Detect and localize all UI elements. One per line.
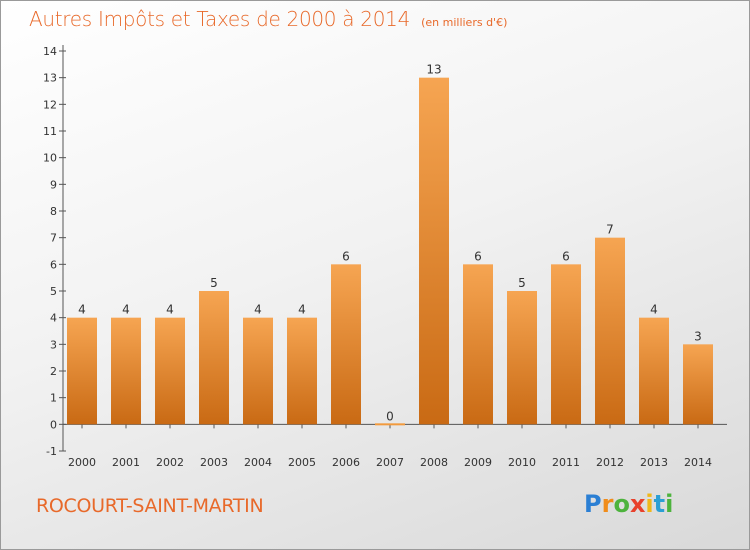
- y-tick-label: 13: [43, 72, 57, 85]
- bar: [639, 317, 669, 425]
- data-label: 7: [606, 223, 614, 237]
- x-tick-label: 2007: [376, 456, 404, 469]
- data-label: 4: [254, 303, 262, 317]
- data-label: 4: [166, 303, 174, 317]
- data-label: 13: [426, 63, 441, 77]
- y-tick-label: 11: [43, 125, 57, 138]
- data-label: 4: [298, 303, 306, 317]
- y-tick-label: 5: [50, 285, 57, 298]
- data-label: 6: [562, 249, 570, 263]
- data-label: 6: [474, 249, 482, 263]
- y-tick-label: 8: [50, 205, 57, 218]
- x-tick-label: 2009: [464, 456, 492, 469]
- y-tick-label: 1: [50, 392, 57, 405]
- bar: [595, 237, 625, 425]
- x-tick-label: 2000: [68, 456, 96, 469]
- data-label: 0: [386, 409, 394, 423]
- logo-letter: i: [665, 490, 674, 518]
- x-tick-label: 2002: [156, 456, 184, 469]
- bar: [331, 264, 361, 425]
- data-label: 4: [122, 303, 130, 317]
- y-tick-label: 6: [50, 258, 57, 271]
- y-tick-label: 14: [43, 45, 57, 58]
- bar: [463, 264, 493, 425]
- bar: [507, 291, 537, 425]
- x-tick-label: 2012: [596, 456, 624, 469]
- y-tick-label: 12: [43, 98, 57, 111]
- bar: [155, 317, 185, 425]
- y-tick-label: 10: [43, 152, 57, 165]
- bar: [683, 344, 713, 425]
- chart-unit: (en milliers d'€): [421, 16, 508, 29]
- bar: [243, 317, 273, 425]
- logo-letter: i: [645, 490, 654, 518]
- x-tick-label: 2013: [640, 456, 668, 469]
- data-label: 4: [78, 303, 86, 317]
- y-tick-label: 2: [50, 365, 57, 378]
- data-label: 6: [342, 249, 350, 263]
- x-tick-label: 2008: [420, 456, 448, 469]
- logo-letter: o: [613, 490, 630, 518]
- logo-letter: P: [584, 490, 602, 518]
- proxiti-logo: Proxiti: [584, 490, 673, 518]
- logo-letter: x: [629, 490, 646, 518]
- logo-letter: r: [601, 490, 614, 518]
- x-tick-label: 2005: [288, 456, 316, 469]
- bar: [111, 317, 141, 425]
- bar: [375, 423, 405, 426]
- y-tick-label: 4: [50, 312, 57, 325]
- x-tick-label: 2006: [332, 456, 360, 469]
- y-tick-label: 0: [50, 418, 57, 431]
- x-tick-label: 2003: [200, 456, 228, 469]
- data-label: 4: [650, 303, 658, 317]
- x-tick-label: 2014: [684, 456, 712, 469]
- x-tick-label: 2004: [244, 456, 272, 469]
- data-label: 5: [518, 276, 526, 290]
- y-tick-label: -1: [46, 445, 57, 458]
- data-label: 5: [210, 276, 218, 290]
- y-tick-label: 3: [50, 338, 57, 351]
- y-tick-label: 7: [50, 232, 57, 245]
- bar: [551, 264, 581, 425]
- x-tick-label: 2010: [508, 456, 536, 469]
- bar: [199, 291, 229, 425]
- commune-name: ROCOURT-SAINT-MARTIN: [36, 495, 264, 517]
- bar: [287, 317, 317, 425]
- bar: [67, 317, 97, 425]
- bar: [419, 77, 449, 425]
- logo-letter: t: [653, 490, 666, 518]
- chart-title-row: Autres Impôts et Taxes de 2000 à 2014 (e…: [29, 7, 507, 31]
- x-tick-label: 2001: [112, 456, 140, 469]
- x-tick-label: 2011: [552, 456, 580, 469]
- data-label: 3: [694, 329, 702, 343]
- y-tick-label: 9: [50, 178, 57, 191]
- chart-title: Autres Impôts et Taxes de 2000 à 2014: [29, 7, 410, 31]
